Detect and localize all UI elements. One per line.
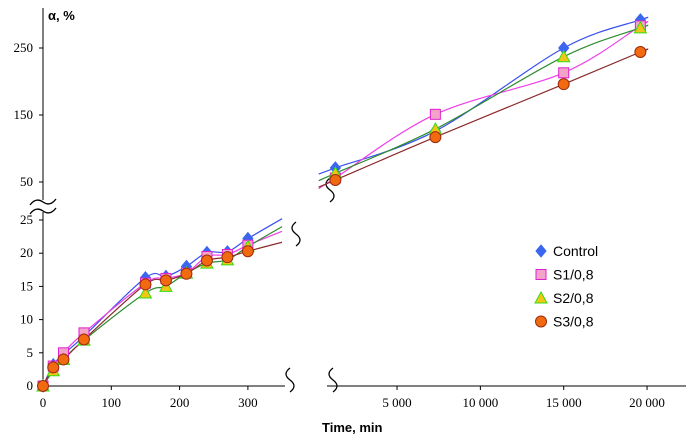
x-tick-label: 300 [238,395,258,410]
data-point-3 [47,361,60,374]
legend-marker [535,244,547,258]
x-tick-label: 5 000 [382,395,411,410]
data-point-3 [634,46,647,59]
data-point-3 [329,173,342,186]
x-tick-label: 15 000 [546,395,582,410]
legend-marker [535,315,547,328]
x-tick-label: 10 000 [462,395,498,410]
y-axis-label: α, % [48,8,75,23]
data-point-3 [139,278,152,291]
data-point-2 [633,20,648,34]
axis-break-x [285,367,338,393]
y-tick-label: 5 [27,345,34,360]
data-point-1 [558,67,570,79]
x-tick-label: 100 [102,395,122,410]
trendline-long-3 [318,48,649,188]
data-point-3 [159,274,172,287]
legend-label: S3/0,8 [553,314,594,330]
y-tick-label: 150 [14,107,34,122]
data-point-3 [200,254,213,267]
y-tick-label: 20 [20,245,33,260]
legend-label: Control [553,243,598,259]
data-point-3 [180,267,193,280]
data-point-3 [37,380,49,392]
y-tick-label: 15 [20,278,33,293]
x-axis-label: Time, min [322,420,383,435]
legend-marker [534,290,548,304]
axis-break-y [29,198,57,215]
legend-marker [535,269,547,280]
trendline-long-0 [318,16,649,175]
x-tick-label: 20 000 [629,395,665,410]
y-tick-label: 50 [20,174,33,189]
y-tick-label: 25 [20,212,33,227]
y-tick-label: 250 [14,40,34,55]
x-tick-label: 0 [40,395,47,410]
data-point-3 [241,245,254,258]
y-tick-label: 0 [27,378,34,393]
axis-break-mid [291,221,301,247]
trendline-long-1 [318,21,649,190]
legend: Control S1/0,8 S2/0,8 S3/0,8 [534,243,598,330]
legend-label: S1/0,8 [553,267,594,283]
axis-break-upper [325,177,335,203]
legend-label: S2/0,8 [553,290,594,306]
data-point-3 [557,78,570,91]
data-point-1 [429,108,441,120]
x-tick-label: 200 [170,395,190,410]
data-point-3 [221,251,234,264]
y-tick-label: 10 [20,312,33,327]
data-point-2 [138,285,153,299]
data-point-2 [556,49,571,63]
data-point-3 [429,131,442,144]
data-point-3 [57,353,70,366]
trendline-short-3 [42,241,283,387]
data-point-3 [77,333,90,346]
